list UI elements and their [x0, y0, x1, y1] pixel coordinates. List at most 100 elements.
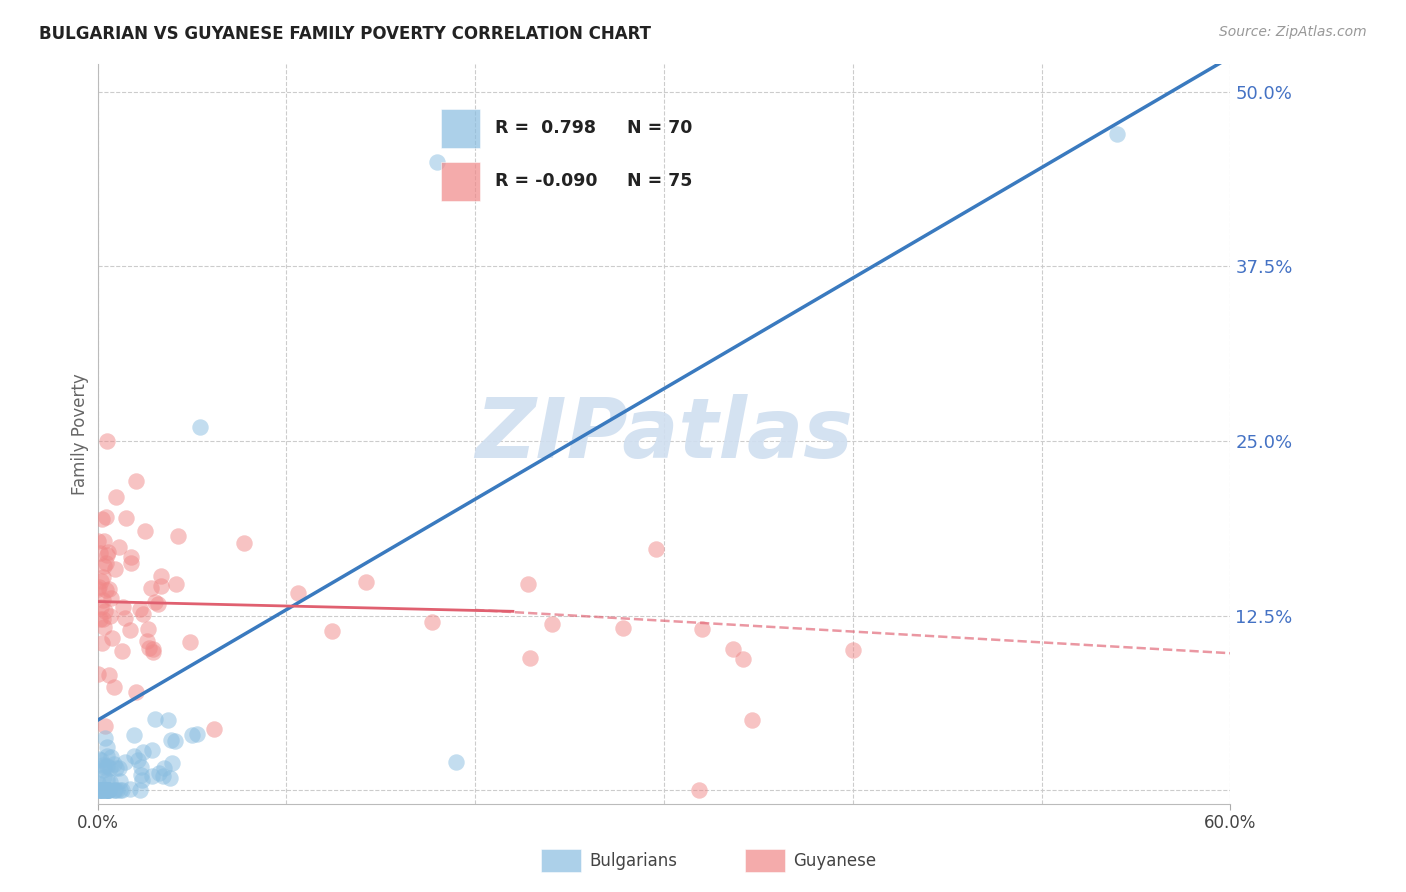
- Point: [91, 764, 114, 778]
- Point: [94, 719, 117, 733]
- Point: [541, 616, 564, 631]
- Point: [87, 580, 110, 594]
- Point: [93, 559, 115, 574]
- Point: [135, 633, 157, 648]
- Point: [136, 622, 159, 636]
- Point: [122, 748, 145, 763]
- Point: [111, 783, 134, 797]
- Point: [93, 533, 115, 548]
- Point: [142, 642, 165, 657]
- Point: [96, 548, 118, 562]
- Point: [446, 755, 468, 769]
- Point: [519, 651, 541, 665]
- Point: [688, 783, 710, 797]
- Point: [612, 621, 634, 635]
- Point: [354, 575, 377, 590]
- Point: [134, 524, 156, 538]
- Point: [143, 712, 166, 726]
- Point: [87, 751, 110, 765]
- Y-axis label: Family Poverty: Family Poverty: [72, 373, 89, 495]
- Point: [422, 615, 444, 629]
- Point: [97, 783, 120, 797]
- Point: [104, 783, 127, 797]
- Point: [98, 582, 121, 596]
- Point: [98, 783, 121, 797]
- Point: [517, 577, 540, 591]
- Point: [100, 591, 122, 605]
- Point: [98, 609, 121, 624]
- Point: [98, 761, 121, 775]
- Point: [107, 540, 129, 554]
- Point: [159, 771, 181, 785]
- Point: [142, 645, 165, 659]
- Point: [101, 631, 124, 645]
- Point: [97, 783, 120, 797]
- Point: [141, 768, 163, 782]
- Point: [157, 713, 180, 727]
- Point: [93, 770, 115, 784]
- Point: [148, 765, 170, 780]
- Point: [118, 782, 141, 797]
- Point: [152, 761, 174, 775]
- Point: [87, 666, 110, 681]
- Point: [163, 734, 186, 748]
- Point: [321, 624, 343, 638]
- Text: Guyanese: Guyanese: [793, 852, 876, 870]
- Point: [104, 562, 127, 576]
- Point: [96, 556, 118, 570]
- Point: [120, 623, 142, 637]
- Point: [132, 607, 155, 621]
- Point: [93, 620, 115, 634]
- Point: [108, 783, 131, 797]
- Point: [741, 713, 763, 727]
- Point: [131, 773, 153, 788]
- Point: [152, 769, 174, 783]
- Point: [129, 601, 152, 615]
- Point: [87, 783, 110, 797]
- Point: [103, 681, 125, 695]
- Point: [141, 743, 163, 757]
- Point: [96, 749, 118, 764]
- Point: [93, 783, 115, 797]
- Point: [93, 731, 115, 746]
- Point: [90, 783, 112, 797]
- Point: [186, 727, 208, 741]
- Point: [96, 739, 118, 754]
- Point: [105, 783, 128, 797]
- Point: [90, 600, 112, 615]
- Point: [105, 761, 128, 775]
- Point: [149, 568, 172, 582]
- Point: [690, 623, 713, 637]
- Point: [91, 593, 114, 607]
- Point: [94, 604, 117, 618]
- Point: [100, 749, 122, 764]
- Point: [91, 636, 114, 650]
- Point: [105, 490, 128, 504]
- Point: [97, 668, 120, 682]
- Point: [96, 783, 118, 797]
- Point: [93, 759, 115, 773]
- Point: [94, 583, 117, 598]
- Point: [120, 556, 142, 570]
- Point: [87, 534, 110, 549]
- Point: [122, 728, 145, 742]
- Point: [146, 597, 169, 611]
- Point: [91, 783, 114, 797]
- Point: [188, 420, 211, 434]
- Point: [644, 541, 666, 556]
- Point: [87, 783, 110, 797]
- Point: [111, 644, 134, 658]
- Point: [114, 611, 136, 625]
- Point: [204, 722, 226, 736]
- Point: [89, 546, 111, 560]
- Point: [138, 640, 160, 655]
- Point: [127, 754, 149, 768]
- Point: [96, 783, 118, 797]
- Text: Source: ZipAtlas.com: Source: ZipAtlas.com: [1219, 25, 1367, 39]
- Point: [96, 773, 118, 788]
- Point: [103, 783, 125, 797]
- Point: [120, 549, 142, 564]
- Point: [87, 582, 110, 596]
- Point: [110, 773, 132, 788]
- Point: [94, 783, 117, 797]
